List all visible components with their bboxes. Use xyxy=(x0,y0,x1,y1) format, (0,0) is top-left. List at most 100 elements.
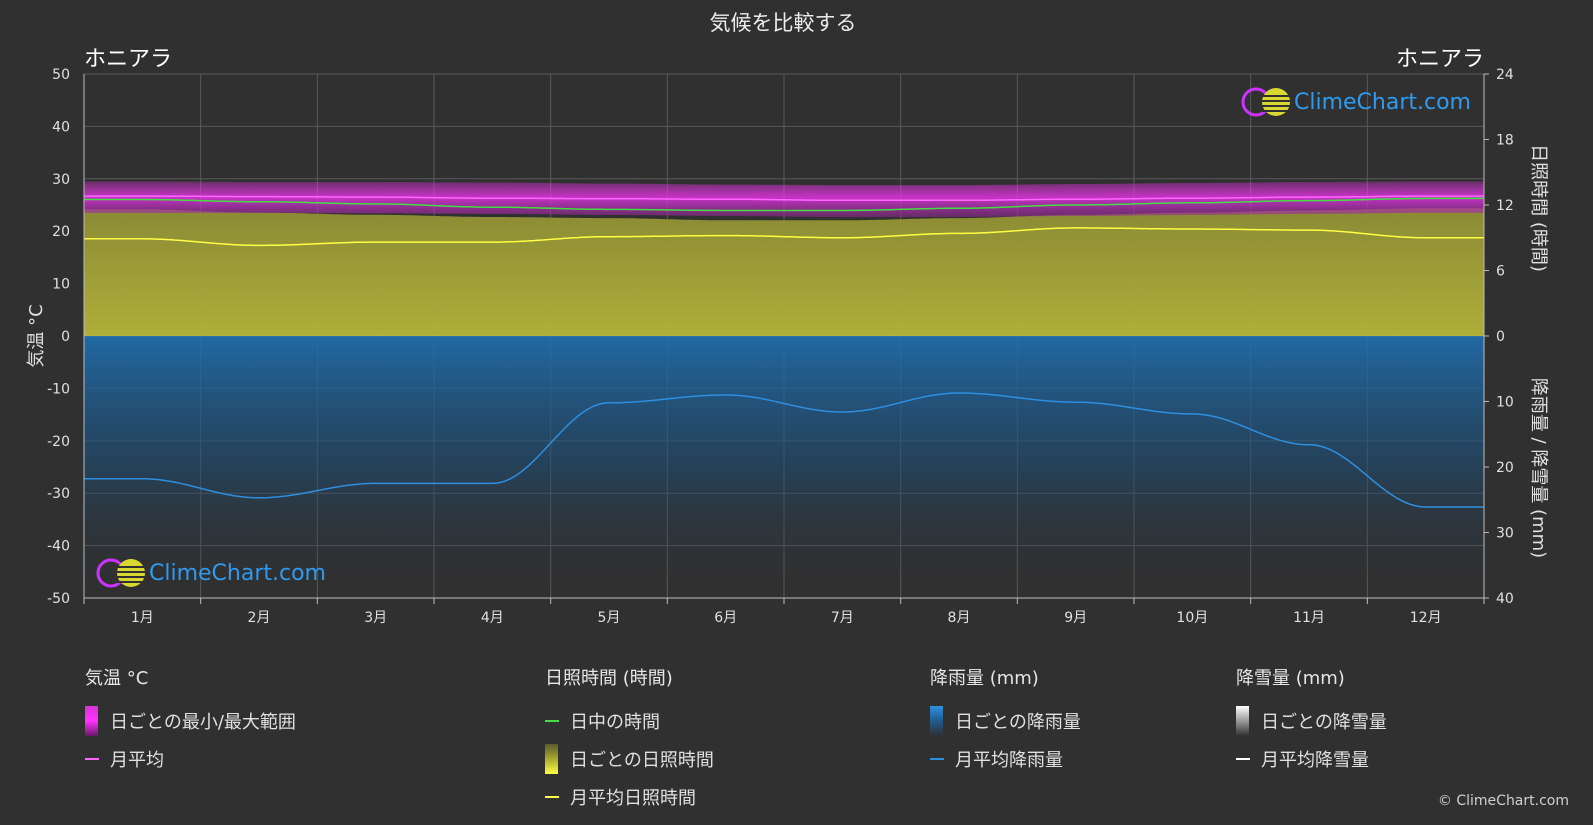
sunshine-tick-label: 24 xyxy=(1496,67,1514,83)
temp-tick-label: 30 xyxy=(52,172,70,188)
data-point xyxy=(1425,195,1427,197)
legend-line-swatch xyxy=(545,796,559,798)
month-label: 5月 xyxy=(598,610,621,626)
precip-tick-label: 40 xyxy=(1496,591,1514,607)
data-point xyxy=(1075,198,1077,200)
legend-item-label: 月平均降雨量 xyxy=(955,750,1063,771)
data-point xyxy=(842,210,844,212)
legend-item-label: 日中の時間 xyxy=(570,712,660,733)
brand-logo-bottom: ClimeChart.com xyxy=(95,557,326,589)
data-point xyxy=(375,203,377,205)
data-point xyxy=(1425,506,1427,508)
data-point xyxy=(842,237,844,239)
data-point xyxy=(1075,227,1077,229)
data-point xyxy=(725,210,727,212)
chart-title: 気候を比較する xyxy=(710,11,857,35)
sunshine-tick-label: 12 xyxy=(1496,198,1514,214)
temp-tick-label: 40 xyxy=(52,119,70,135)
data-point xyxy=(142,478,144,480)
legend-item-label: 月平均 xyxy=(110,750,164,771)
temp-tick-label: -20 xyxy=(47,434,70,450)
legend-item-label: 月平均降雪量 xyxy=(1261,750,1369,771)
legend-group: 気温 °C 日ごとの最小/最大範囲 月平均 xyxy=(85,664,296,778)
daily-sunshine-band xyxy=(84,208,1484,336)
legend-item-label: 日ごとの降雨量 xyxy=(955,712,1081,733)
data-point xyxy=(258,245,260,247)
data-point xyxy=(492,241,494,243)
data-point xyxy=(608,198,610,200)
data-point xyxy=(142,195,144,197)
temp-tick-label: -40 xyxy=(47,539,70,555)
legend-gradient-swatch xyxy=(1236,706,1249,736)
temp-tick-label: -30 xyxy=(47,486,70,502)
legend-group-title: 降雪量 (mm) xyxy=(1236,668,1345,689)
series-line-temp xyxy=(84,195,1484,202)
data-point xyxy=(958,207,960,209)
precip-tick-label: 30 xyxy=(1496,526,1514,542)
legend-gradient-swatch xyxy=(85,706,98,736)
series-line-sunshine xyxy=(84,197,1484,212)
data-point xyxy=(1425,198,1427,200)
legend-line-swatch xyxy=(545,720,559,722)
data-point xyxy=(725,235,727,237)
legend-group-title: 降雨量 (mm) xyxy=(930,668,1039,689)
series-line-sunshine xyxy=(84,227,1484,247)
data-point xyxy=(608,236,610,238)
temp-tick-label: 10 xyxy=(52,277,70,293)
data-point xyxy=(492,197,494,199)
copyright: © ClimeChart.com xyxy=(1437,793,1569,809)
climechart-logo-icon xyxy=(1241,87,1290,117)
month-label: 3月 xyxy=(364,610,387,626)
data-point xyxy=(1308,229,1310,231)
legend-item: 日ごとの降雨量 xyxy=(930,702,1081,740)
data-point xyxy=(492,483,494,485)
legend-group-title: 日照時間 (時間) xyxy=(545,668,673,689)
data-point xyxy=(1308,200,1310,202)
brand-name-top: ClimeChart.com xyxy=(1294,89,1471,115)
data-point xyxy=(258,196,260,198)
data-point xyxy=(608,209,610,211)
legend-item: 月平均 xyxy=(85,740,296,778)
month-label: 11月 xyxy=(1293,610,1325,626)
legend-line-swatch xyxy=(85,758,99,760)
sunshine-tick-label: 6 xyxy=(1496,264,1505,280)
data-point xyxy=(958,392,960,394)
data-point xyxy=(1075,204,1077,206)
sunshine-axis-label: 日照時間 (時間) xyxy=(1528,144,1549,272)
legend-group: 降雨量 (mm) 日ごとの降雨量 月平均降雨量 xyxy=(930,664,1081,778)
data-point xyxy=(1308,444,1310,446)
temp-tick-label: -50 xyxy=(47,591,70,607)
legend-gradient-swatch xyxy=(545,744,558,774)
sunshine-tick-label: 18 xyxy=(1496,133,1514,149)
legend-item-label: 月平均日照時間 xyxy=(570,788,696,809)
legend-item: 月平均降雨量 xyxy=(930,740,1081,778)
data-point xyxy=(142,238,144,240)
data-point xyxy=(725,394,727,396)
legend-item: 日ごとの降雪量 xyxy=(1236,702,1387,740)
month-label: 7月 xyxy=(831,610,854,626)
temp-tick-label: 50 xyxy=(52,67,70,83)
month-label: 6月 xyxy=(714,610,737,626)
data-point xyxy=(842,199,844,201)
data-point xyxy=(1192,228,1194,230)
data-point xyxy=(1425,237,1427,239)
brand-name-bottom: ClimeChart.com xyxy=(149,560,326,586)
legend-gradient-swatch xyxy=(930,706,943,736)
data-point xyxy=(958,199,960,201)
data-point xyxy=(958,233,960,235)
city-left-label: ホニアラ xyxy=(84,47,172,72)
legend-item: 日ごとの最小/最大範囲 xyxy=(85,702,296,740)
precip-tick-label: 10 xyxy=(1496,395,1514,411)
temp-axis-label: 気温 °C xyxy=(26,304,47,367)
legend-item: 日中の時間 xyxy=(545,702,714,740)
temp-tick-label: 20 xyxy=(52,224,70,240)
precip-axis-label: 降雨量 / 降雪量 (mm) xyxy=(1528,378,1549,558)
month-label: 2月 xyxy=(248,610,271,626)
brand-logo-top: ClimeChart.com xyxy=(1240,86,1471,118)
data-point xyxy=(842,411,844,413)
precip-tick-label: 20 xyxy=(1496,460,1514,476)
legend-item: 月平均降雪量 xyxy=(1236,740,1387,778)
month-label: 9月 xyxy=(1064,610,1087,626)
data-point xyxy=(725,198,727,200)
